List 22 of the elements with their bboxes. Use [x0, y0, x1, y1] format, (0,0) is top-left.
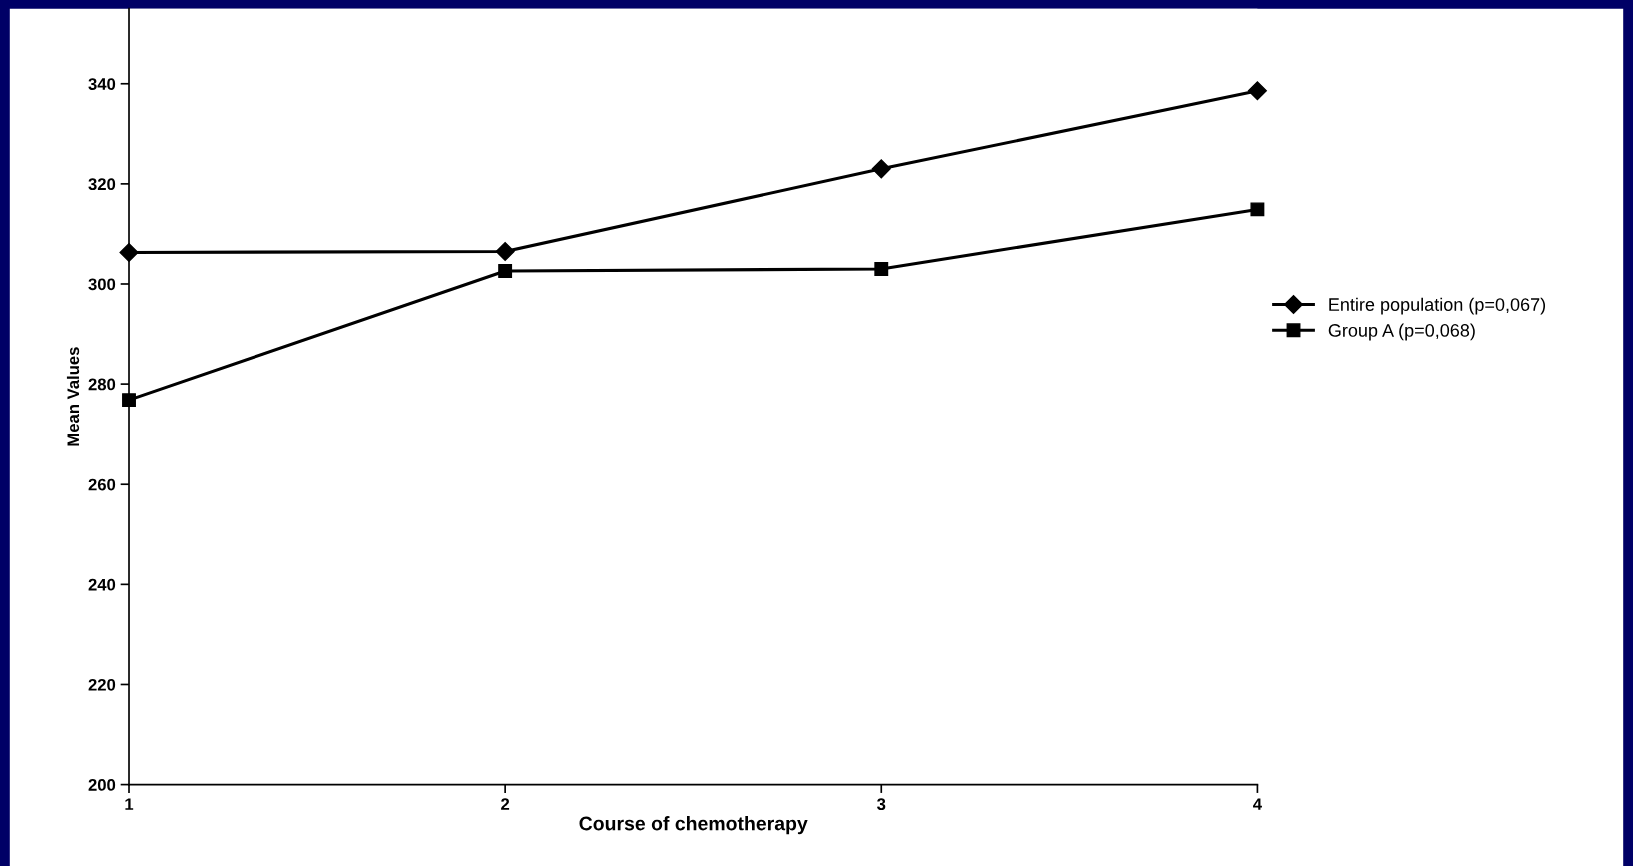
x-tick-label: 1 — [125, 798, 134, 810]
point — [498, 264, 513, 278]
point — [495, 241, 515, 261]
x-tick-label: 2 — [501, 798, 510, 810]
y-tick-label: 340 — [88, 78, 116, 90]
legend-label: Entire population (p=0,067) — [1329, 297, 1546, 315]
point — [874, 262, 889, 276]
x-axis-title: Course of chemotherapy — [579, 816, 808, 835]
y-tick-label: 320 — [88, 178, 116, 191]
x-tick-label: 3 — [877, 798, 886, 811]
y-tick-label: 200 — [88, 779, 116, 791]
y-tick-label: 240 — [88, 578, 116, 591]
y-tick-label: 300 — [88, 278, 116, 291]
legend-label: Group A (p=0,068) — [1328, 323, 1475, 341]
y-tick-label: 220 — [88, 678, 116, 691]
y-axis-title: Mean Values — [66, 347, 80, 446]
y-tick-label: 280 — [88, 378, 116, 391]
point — [871, 159, 891, 179]
point — [1250, 202, 1265, 217]
y-tick-label: 260 — [88, 478, 116, 491]
x-tick-label: 4 — [1253, 798, 1262, 810]
point — [1247, 81, 1267, 101]
